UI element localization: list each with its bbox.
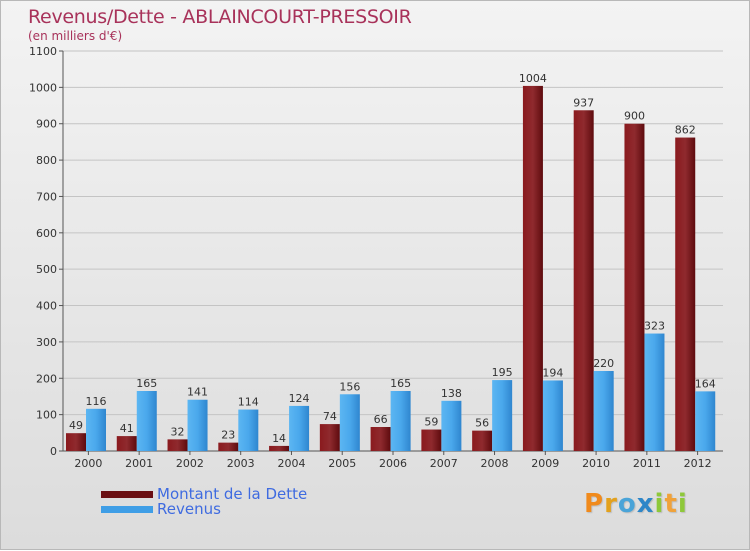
- x-tick-label: 2010: [582, 457, 610, 470]
- y-tick-label: 300: [36, 336, 57, 349]
- x-tick-label: 2006: [379, 457, 407, 470]
- data-label-dette: 32: [171, 425, 185, 438]
- data-label-revenus: 165: [390, 377, 411, 390]
- bar-dette: [66, 433, 86, 451]
- y-tick-label: 100: [36, 409, 57, 422]
- data-label-dette: 41: [120, 422, 134, 435]
- data-label-revenus: 195: [492, 366, 513, 379]
- bar-revenus: [542, 380, 563, 451]
- bar-dette: [167, 439, 188, 451]
- bar-dette: [675, 137, 696, 451]
- y-tick-label: 400: [36, 300, 57, 313]
- bar-revenus: [238, 409, 259, 451]
- bar-revenus: [593, 371, 614, 451]
- bar-dette: [472, 430, 493, 451]
- bar-dette: [522, 85, 543, 451]
- data-label-revenus: 165: [136, 377, 157, 390]
- x-tick-label: 2003: [227, 457, 255, 470]
- y-tick-label: 600: [36, 227, 57, 240]
- chart-title: Revenus/Dette - ABLAINCOURT-PRESSOIR: [28, 6, 412, 28]
- x-tick-label: 2011: [633, 457, 661, 470]
- bar-revenus: [441, 400, 462, 451]
- bar-revenus: [86, 408, 106, 451]
- data-label-revenus: 323: [644, 320, 665, 333]
- y-tick-label: 0: [50, 445, 57, 458]
- chart-subtitle: (en milliers d'€): [28, 29, 123, 43]
- bar-revenus: [187, 399, 208, 451]
- bar-revenus: [289, 405, 310, 451]
- data-label-revenus: 141: [187, 386, 208, 399]
- data-label-dette: 862: [675, 124, 696, 137]
- data-label-dette: 900: [624, 110, 645, 123]
- x-tick-label: 2004: [277, 457, 305, 470]
- x-tick-label: 2001: [125, 457, 153, 470]
- x-tick-label: 2005: [328, 457, 356, 470]
- x-tick-label: 2009: [531, 457, 559, 470]
- data-label-revenus: 138: [441, 387, 462, 400]
- data-label-dette: 1004: [519, 72, 547, 85]
- data-label-dette: 56: [475, 417, 489, 430]
- bar-dette: [116, 436, 137, 451]
- y-tick-label: 1000: [29, 81, 57, 94]
- bar-dette: [218, 442, 239, 451]
- data-label-dette: 66: [374, 413, 388, 426]
- data-label-revenus: 116: [86, 395, 107, 408]
- legend-swatch-dette: [101, 491, 153, 498]
- y-tick-label: 1100: [29, 45, 57, 58]
- data-label-dette: 74: [323, 410, 337, 423]
- y-tick-label: 500: [36, 263, 57, 276]
- legend-swatch-revenus: [101, 506, 153, 513]
- y-tick-label: 800: [36, 154, 57, 167]
- bar-dette: [370, 427, 391, 451]
- data-label-dette: 937: [573, 96, 594, 109]
- legend-label-dette: Montant de la Dette: [157, 485, 308, 503]
- x-tick-label: 2012: [684, 457, 712, 470]
- proxiti-logo: Proxiti: [584, 489, 688, 519]
- data-label-revenus: 114: [238, 396, 259, 409]
- x-tick-label: 2007: [430, 457, 458, 470]
- bar-dette: [624, 123, 645, 452]
- data-label-revenus: 156: [339, 380, 360, 393]
- x-tick-label: 2008: [481, 457, 509, 470]
- data-label-revenus: 124: [289, 392, 310, 405]
- data-label-revenus: 164: [695, 377, 716, 390]
- y-tick-label: 700: [36, 190, 57, 203]
- bar-dette: [319, 424, 340, 451]
- data-label-dette: 49: [69, 419, 83, 432]
- legend-label-revenus: Revenus: [157, 500, 221, 518]
- bar-revenus: [339, 394, 360, 451]
- data-label-revenus: 194: [542, 366, 563, 379]
- bar-dette: [269, 445, 290, 451]
- bar-revenus: [136, 391, 157, 451]
- y-tick-label: 900: [36, 118, 57, 131]
- x-tick-label: 2000: [74, 457, 102, 470]
- bar-revenus: [492, 380, 513, 451]
- bar-dette: [421, 429, 442, 451]
- data-label-dette: 14: [272, 432, 286, 445]
- bar-revenus: [390, 391, 411, 451]
- bar-revenus: [695, 391, 716, 451]
- bar-revenus: [644, 333, 665, 451]
- bar-dette: [573, 110, 594, 451]
- data-label-revenus: 220: [593, 357, 614, 370]
- y-tick-label: 200: [36, 372, 57, 385]
- data-label-dette: 23: [221, 429, 235, 442]
- data-label-dette: 59: [424, 416, 438, 429]
- x-tick-label: 2002: [176, 457, 204, 470]
